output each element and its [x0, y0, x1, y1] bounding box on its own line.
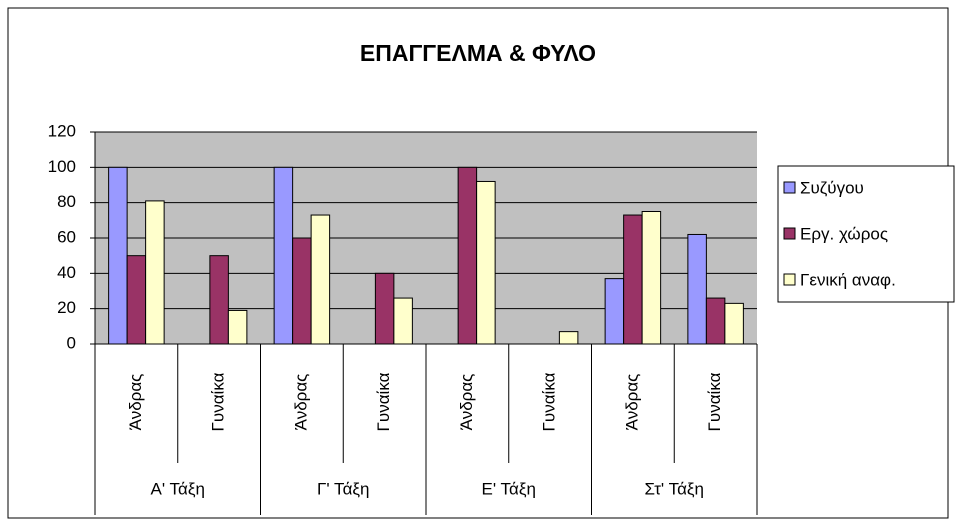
- bar: [724, 302, 744, 345]
- x-tick-label: Άνδρας: [622, 374, 641, 431]
- x-tick-label: Άνδρας: [291, 374, 310, 431]
- bar: [292, 237, 312, 345]
- bar: [558, 331, 579, 345]
- bar: [641, 211, 662, 345]
- bar: [476, 180, 496, 345]
- bar: [705, 297, 726, 345]
- bar: [227, 309, 248, 345]
- legend: [777, 165, 955, 303]
- bar: [145, 200, 165, 345]
- bar: [457, 166, 478, 345]
- y-tick-label: 100: [48, 157, 76, 176]
- bar: [374, 272, 395, 345]
- bar: [209, 255, 229, 345]
- x-tick-label: Γυναίκα: [209, 372, 228, 431]
- bar: [393, 297, 413, 345]
- group-label: Γ' Τάξη: [317, 479, 369, 498]
- group-label: Ε' Τάξη: [482, 479, 536, 498]
- x-tick-label: Άνδρας: [126, 374, 145, 431]
- y-tick-label: 0: [67, 333, 76, 352]
- legend-swatch: [783, 227, 796, 240]
- bar: [126, 255, 147, 345]
- bar: [310, 214, 331, 345]
- legend-label: Γενική αναφ.: [800, 270, 896, 289]
- y-tick-label: 120: [48, 121, 76, 140]
- bar: [273, 166, 294, 345]
- legend-label: Εργ. χώρος: [800, 224, 888, 243]
- group-label: Στ' Τάξη: [645, 479, 704, 498]
- x-tick-label: Γυναίκα: [705, 372, 724, 431]
- y-tick-label: 20: [57, 298, 76, 317]
- y-tick-label: 80: [57, 192, 76, 211]
- x-tick-label: Γυναίκα: [374, 372, 393, 431]
- legend-swatch: [783, 273, 796, 286]
- x-tick-label: Άνδρας: [457, 374, 476, 431]
- y-tick-label: 40: [57, 263, 76, 282]
- bar: [623, 214, 643, 345]
- bar: [687, 233, 707, 345]
- bar: [604, 278, 625, 345]
- chart-title: ΕΠΑΓΓΕΛΜΑ & ΦΥΛΟ: [360, 40, 596, 66]
- bar: [108, 166, 128, 345]
- legend-swatch: [783, 181, 796, 194]
- group-label: Α' Τάξη: [151, 479, 205, 498]
- x-tick-label: Γυναίκα: [540, 372, 559, 431]
- legend-label: Συζύγου: [800, 178, 864, 197]
- y-tick-label: 60: [57, 227, 76, 246]
